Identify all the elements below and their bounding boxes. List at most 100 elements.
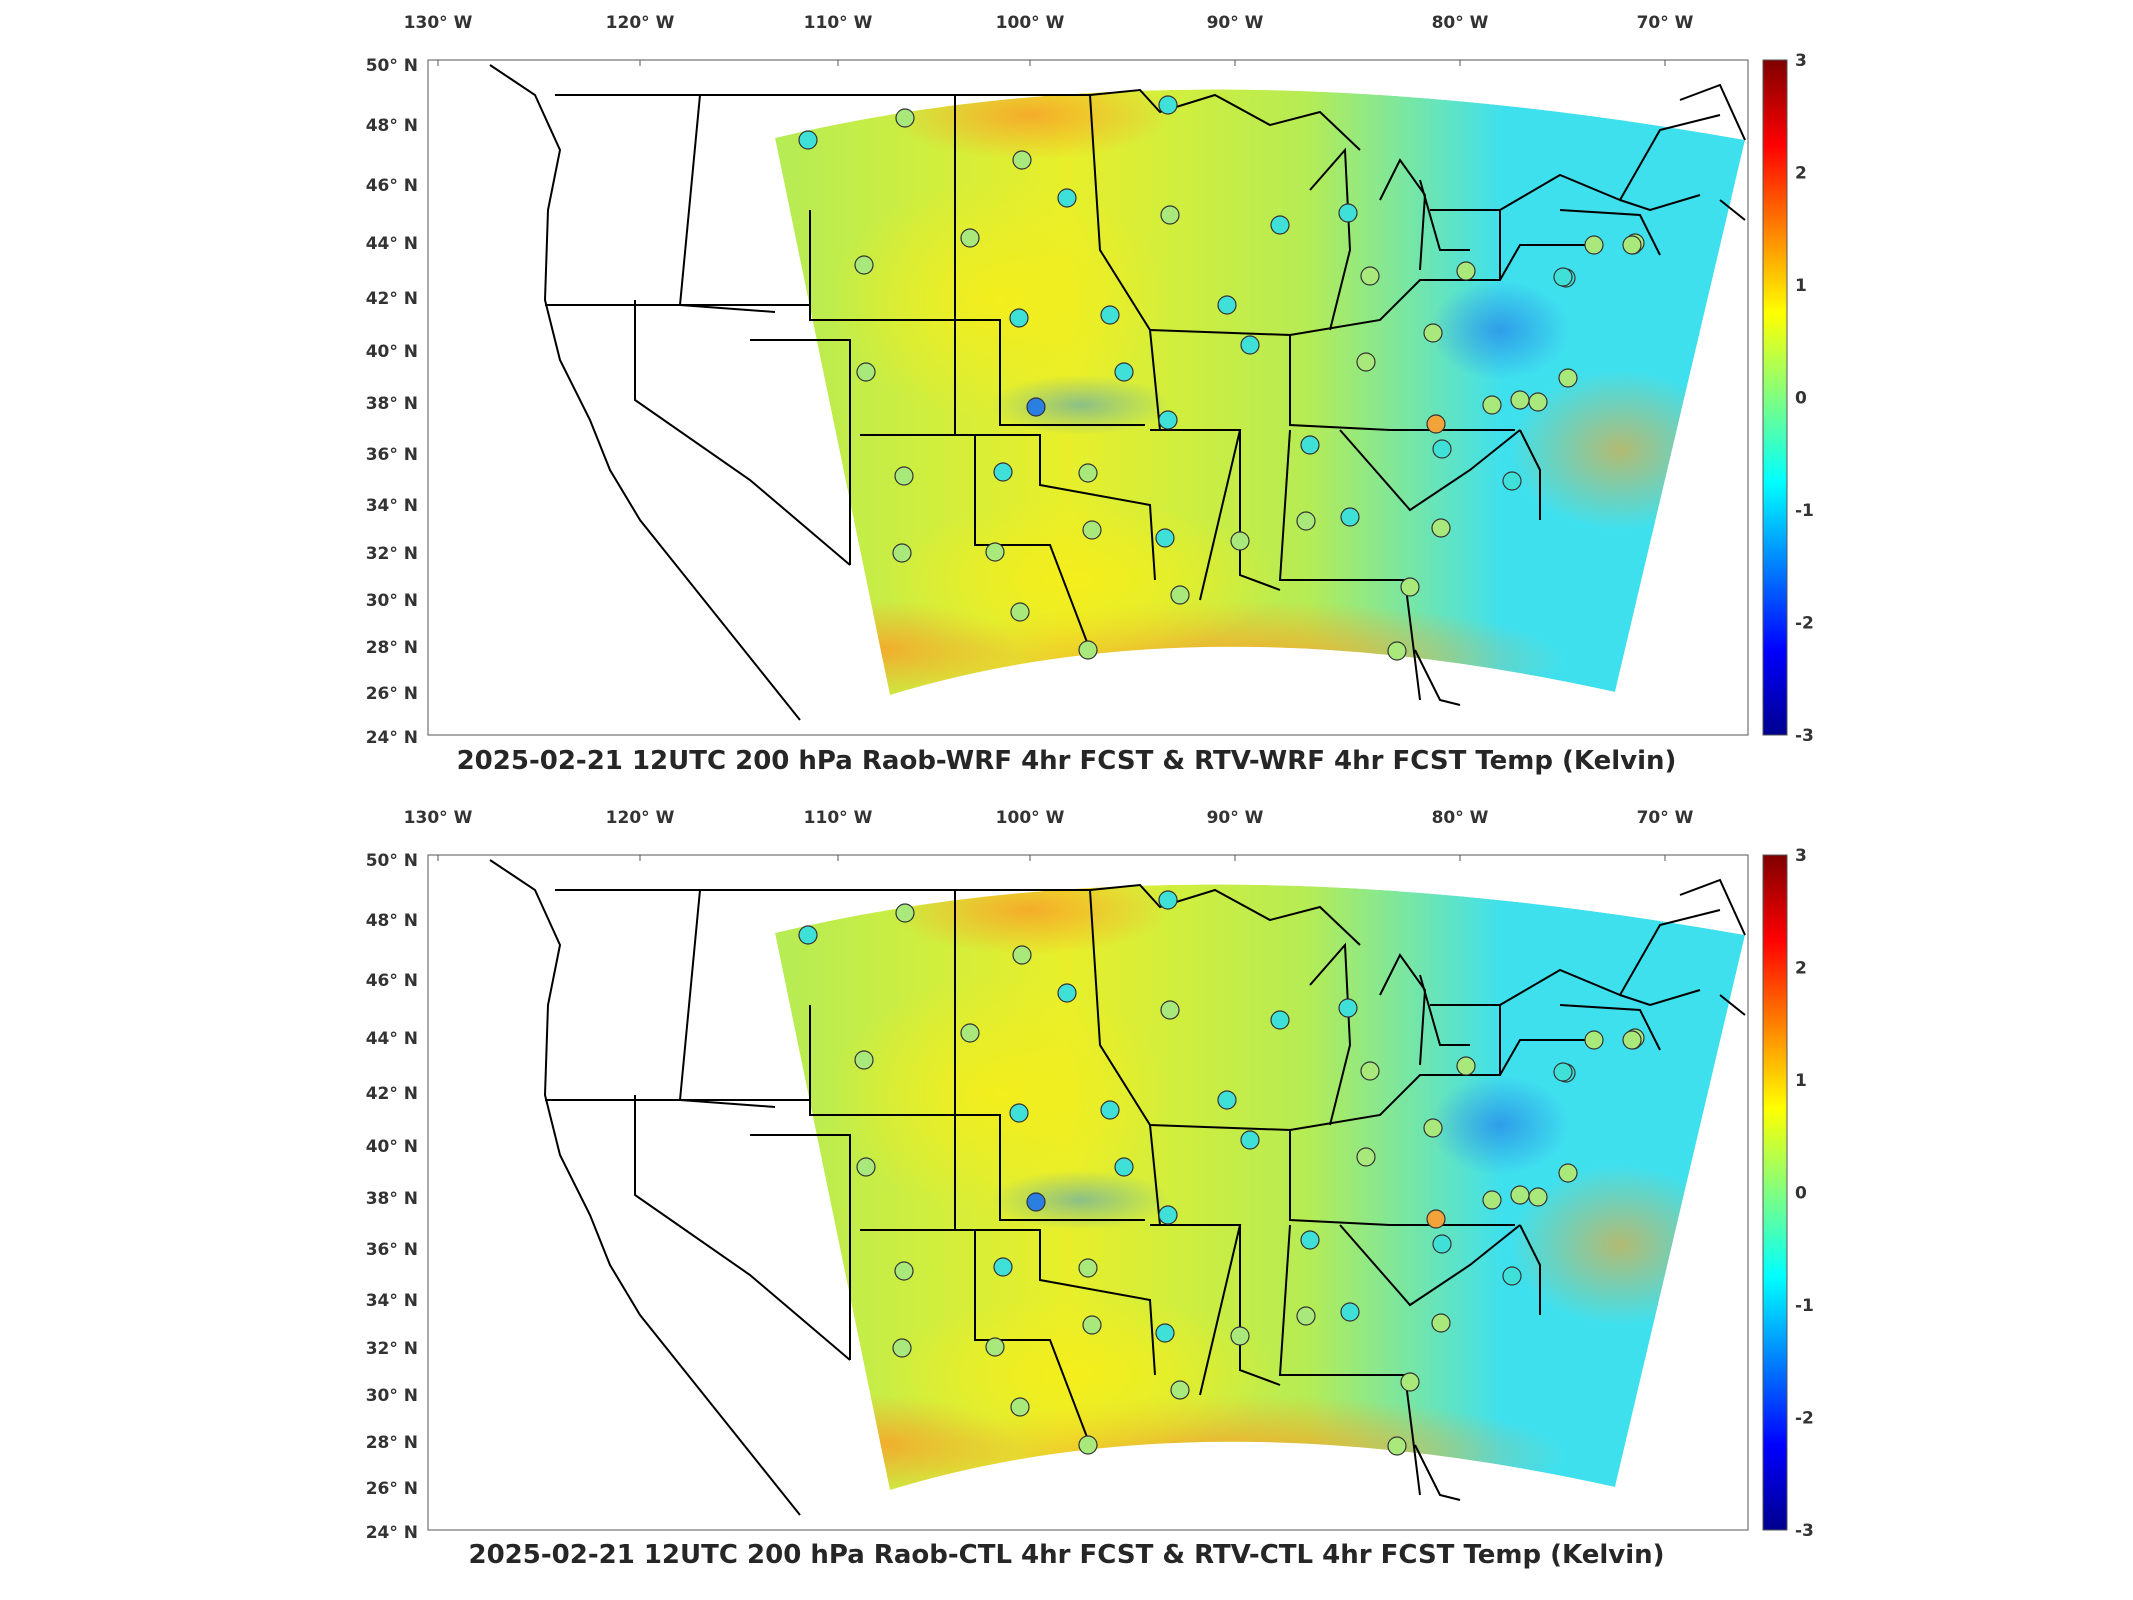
longitude-tick-label: 80° W	[1432, 808, 1489, 828]
top-panel-title: 2025-02-21 12UTC 200 hPa Raob-WRF 4hr FC…	[456, 746, 1677, 776]
latitude-tick-label: 48° N	[366, 116, 418, 136]
raob-station-dot	[1230, 1326, 1250, 1346]
raob-station-dot	[1528, 1187, 1548, 1207]
raob-station-dot	[894, 466, 914, 486]
raob-station-dot	[895, 108, 915, 128]
latitude-tick-label: 50° N	[366, 56, 418, 76]
state-boundaries	[489, 859, 1746, 1516]
colorbar-tick-label: -2	[1795, 614, 1814, 634]
latitude-tick-label: 40° N	[366, 1137, 418, 1157]
raob-station-dot	[1340, 507, 1360, 527]
raob-station-dot	[1078, 1435, 1098, 1455]
raob-station-dot	[1078, 640, 1098, 660]
colorbar-tick-label: 1	[1795, 276, 1807, 296]
raob-station-dot	[993, 1257, 1013, 1277]
raob-station-dot	[1012, 945, 1032, 965]
top-map-panel: 130° W 120° W 110° W 100° W 90° W 80° W 70° W 5…	[0, 0, 2133, 790]
raob-station-dot	[1338, 203, 1358, 223]
raob-station-dot	[1010, 1397, 1030, 1417]
raob-station-dot	[1009, 308, 1029, 328]
longitude-tick-label: 130° W	[404, 808, 473, 828]
raob-station-markers	[798, 95, 1645, 661]
raob-station-dot	[1356, 352, 1376, 372]
latitude-tick-label: 24° N	[366, 728, 418, 748]
latitude-tick-label: 44° N	[366, 1029, 418, 1049]
raob-station-dot	[1423, 1118, 1443, 1138]
raob-station-dot	[1387, 641, 1407, 661]
raob-station-dot	[1155, 528, 1175, 548]
longitude-tick-label: 90° W	[1207, 13, 1264, 33]
raob-station-dot	[856, 362, 876, 382]
raob-station-dot	[1426, 414, 1446, 434]
raob-station-dot	[1482, 1190, 1502, 1210]
raob-station-dot	[1431, 1313, 1451, 1333]
raob-station-dot	[1510, 390, 1530, 410]
raob-station-dot	[1426, 1209, 1446, 1229]
raob-station-dot	[895, 903, 915, 923]
raob-station-dot	[1230, 531, 1250, 551]
raob-station-dot	[1553, 1062, 1573, 1082]
colorbar-tick-label: -2	[1795, 1409, 1814, 1429]
raob-station-dot	[1009, 1103, 1029, 1123]
raob-station-dot	[1423, 323, 1443, 343]
raob-station-dot	[1082, 1315, 1102, 1335]
bottom-panel-title: 2025-02-21 12UTC 200 hPa Raob-CTL 4hr FC…	[468, 1540, 1665, 1570]
colorbar-tick-label: 0	[1795, 1184, 1807, 1204]
longitude-tick-label: 100° W	[996, 13, 1065, 33]
colorbar-tick-label: 3	[1795, 51, 1807, 71]
latitude-tick-label: 28° N	[366, 638, 418, 658]
raob-station-dot	[1296, 1306, 1316, 1326]
latitude-tick-label: 50° N	[366, 851, 418, 871]
raob-station-dot	[1158, 1205, 1178, 1225]
raob-station-dot	[993, 462, 1013, 482]
raob-station-dot	[1217, 1090, 1237, 1110]
raob-station-dot	[1078, 1258, 1098, 1278]
raob-station-dot	[1558, 1163, 1578, 1183]
latitude-tick-label: 30° N	[366, 591, 418, 611]
raob-station-dot	[854, 255, 874, 275]
longitude-tick-label: 130° W	[404, 13, 473, 33]
colorbar-tick-label: 3	[1795, 846, 1807, 866]
temperature-difference-field	[775, 884, 1745, 1491]
raob-station-dot	[985, 1337, 1005, 1357]
raob-station-dot	[1057, 188, 1077, 208]
latitude-tick-label: 26° N	[366, 1479, 418, 1499]
raob-station-dot	[1010, 602, 1030, 622]
raob-station-dot	[1622, 235, 1642, 255]
latitude-tick-label: 32° N	[366, 544, 418, 564]
raob-station-dot	[1240, 1130, 1260, 1150]
raob-station-dot	[1456, 1056, 1476, 1076]
latitude-tick-label: 48° N	[366, 911, 418, 931]
longitude-tick-label: 120° W	[606, 13, 675, 33]
latitude-tick-label: 36° N	[366, 1240, 418, 1260]
raob-station-dot	[1170, 1380, 1190, 1400]
latitude-tick-label: 32° N	[366, 1339, 418, 1359]
longitude-tick-label: 70° W	[1637, 13, 1694, 33]
latitude-tick-label: 26° N	[366, 684, 418, 704]
latitude-tick-label: 42° N	[366, 1084, 418, 1104]
longitude-tick-label: 110° W	[804, 808, 873, 828]
colorbar-tick-label: -3	[1795, 726, 1814, 746]
colorbar	[1762, 854, 1788, 1531]
raob-station-dot	[1482, 395, 1502, 415]
raob-station-dot	[1622, 1030, 1642, 1050]
raob-station-dot	[1338, 998, 1358, 1018]
raob-station-dot	[1296, 511, 1316, 531]
raob-station-dot	[1558, 368, 1578, 388]
latitude-tick-label: 36° N	[366, 445, 418, 465]
raob-station-dot	[1400, 1372, 1420, 1392]
raob-station-dot	[1057, 983, 1077, 1003]
raob-station-dot	[1387, 1436, 1407, 1456]
top-map-svg: 130° W 120° W 110° W 100° W 90° W 80° W 70° W 5…	[366, 13, 1814, 748]
latitude-tick-label: 24° N	[366, 1523, 418, 1543]
bottom-map-panel: 130° W 120° W 110° W 100° W 90° W 80° W 70° W 5…	[0, 795, 2133, 1595]
longitude-tick-label: 70° W	[1637, 808, 1694, 828]
raob-station-dot	[1400, 577, 1420, 597]
raob-station-markers	[798, 890, 1645, 1456]
latitude-tick-label: 28° N	[366, 1433, 418, 1453]
raob-station-dot	[1270, 215, 1290, 235]
raob-station-dot	[894, 1261, 914, 1281]
raob-station-dot	[798, 130, 818, 150]
raob-station-dot	[1340, 1302, 1360, 1322]
